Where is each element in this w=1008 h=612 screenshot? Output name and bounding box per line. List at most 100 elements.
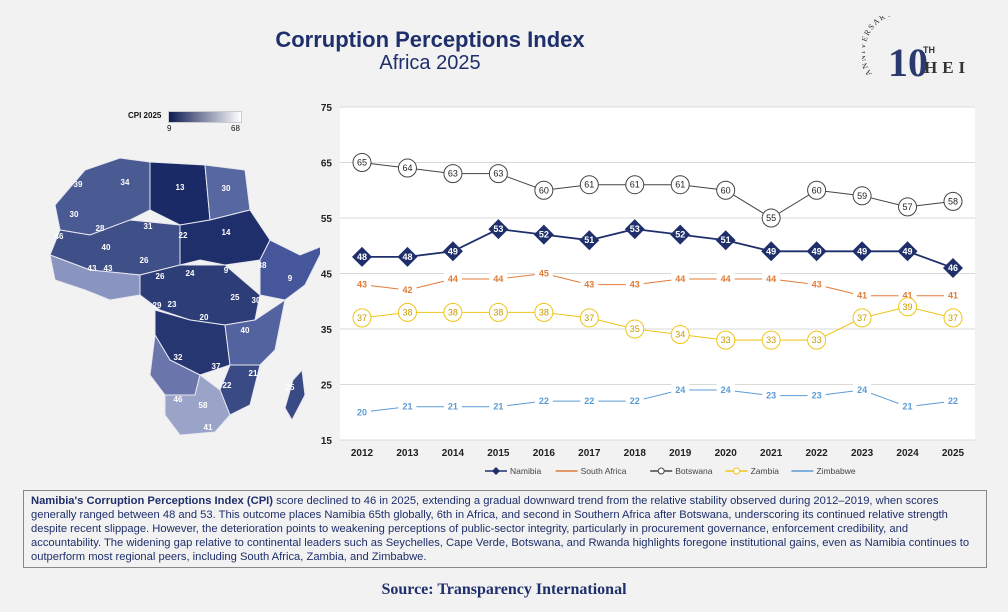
map-label: 39 bbox=[74, 180, 83, 189]
data-label: 53 bbox=[630, 224, 640, 234]
y-tick-label: 45 bbox=[321, 270, 333, 281]
y-tick-label: 25 bbox=[321, 381, 333, 392]
data-point bbox=[806, 241, 827, 262]
map-label: 46 bbox=[55, 232, 64, 241]
x-tick-label: 2019 bbox=[669, 448, 692, 459]
cpi-legend-max: 68 bbox=[231, 124, 240, 133]
data-point bbox=[853, 288, 872, 303]
data-label: 51 bbox=[721, 235, 731, 245]
data-label: 49 bbox=[448, 246, 458, 256]
data-point bbox=[943, 191, 963, 211]
data-point bbox=[716, 180, 736, 200]
data-point bbox=[944, 394, 962, 409]
cpi-legend-label: CPI 2025 bbox=[128, 111, 162, 120]
legend-item: Zambia bbox=[725, 466, 779, 476]
data-point bbox=[807, 180, 827, 200]
data-label: 45 bbox=[539, 269, 549, 279]
data-label: 22 bbox=[630, 396, 640, 406]
data-point bbox=[443, 272, 462, 287]
data-point bbox=[579, 230, 600, 251]
x-tick-label: 2015 bbox=[487, 448, 510, 459]
data-point bbox=[352, 246, 372, 267]
data-point bbox=[397, 158, 417, 178]
data-label: 37 bbox=[357, 313, 367, 323]
data-point bbox=[671, 383, 690, 398]
summary-box: Namibia's Corruption Perceptions Index (… bbox=[23, 490, 987, 568]
data-label: 57 bbox=[903, 202, 913, 212]
data-label: 24 bbox=[675, 385, 685, 395]
map-label: 37 bbox=[212, 362, 221, 371]
data-label: 21 bbox=[448, 402, 458, 412]
data-point bbox=[443, 164, 463, 184]
legend-item: South Africa bbox=[555, 466, 627, 476]
data-label: 63 bbox=[493, 169, 503, 179]
data-point bbox=[580, 277, 599, 292]
data-label: 37 bbox=[857, 313, 867, 323]
legend-label: Zimbabwe bbox=[816, 466, 855, 476]
data-label: 20 bbox=[357, 407, 367, 417]
data-label: 49 bbox=[857, 246, 867, 256]
data-point bbox=[534, 180, 554, 200]
data-label: 38 bbox=[402, 307, 412, 317]
y-tick-label: 35 bbox=[321, 325, 333, 336]
data-point bbox=[898, 297, 918, 317]
data-point bbox=[625, 319, 645, 339]
data-label: 33 bbox=[721, 335, 731, 345]
data-point bbox=[352, 153, 372, 172]
data-label: 41 bbox=[903, 291, 913, 301]
data-label: 49 bbox=[903, 246, 913, 256]
data-label: 58 bbox=[948, 196, 958, 206]
data-point bbox=[579, 308, 599, 328]
data-label: 22 bbox=[539, 396, 549, 406]
map-region-mozambique bbox=[219, 364, 261, 416]
data-label: 41 bbox=[857, 291, 867, 301]
map-region-horn bbox=[259, 239, 320, 301]
map-label: 21 bbox=[249, 369, 258, 378]
data-point bbox=[715, 230, 736, 251]
map-label: 20 bbox=[200, 313, 209, 322]
data-point bbox=[898, 399, 917, 414]
data-point bbox=[488, 302, 508, 322]
data-label: 60 bbox=[539, 185, 549, 195]
map-label: 32 bbox=[174, 353, 183, 362]
data-label: 33 bbox=[812, 335, 822, 345]
map-label: 22 bbox=[179, 231, 188, 240]
data-label: 38 bbox=[493, 307, 503, 317]
map-label: 26 bbox=[140, 256, 149, 265]
logo-name: HEI bbox=[924, 58, 970, 77]
map-label: 30 bbox=[252, 296, 261, 305]
data-label: 37 bbox=[584, 313, 594, 323]
x-tick-label: 2025 bbox=[942, 448, 965, 459]
data-label: 39 bbox=[903, 302, 913, 312]
legend-label: South Africa bbox=[581, 466, 627, 476]
data-point bbox=[670, 325, 690, 345]
map-label: 25 bbox=[231, 293, 240, 302]
data-label: 65 bbox=[357, 158, 367, 168]
data-point bbox=[670, 224, 691, 245]
data-label: 49 bbox=[812, 246, 822, 256]
data-label: 44 bbox=[721, 274, 731, 284]
map-label: 25 bbox=[286, 383, 295, 392]
data-label: 38 bbox=[448, 307, 458, 317]
map-label: 41 bbox=[204, 423, 213, 432]
logo-suffix: TH bbox=[923, 45, 935, 55]
y-tick-label: 55 bbox=[321, 214, 333, 225]
legend-marker bbox=[492, 467, 500, 475]
data-point bbox=[807, 330, 827, 350]
data-point bbox=[488, 219, 509, 240]
data-label: 44 bbox=[766, 274, 776, 284]
map-region-west-coast bbox=[49, 254, 141, 301]
data-label: 23 bbox=[812, 391, 822, 401]
data-label: 64 bbox=[402, 163, 412, 173]
data-point bbox=[397, 302, 417, 322]
data-point bbox=[443, 399, 462, 414]
data-point bbox=[353, 277, 371, 292]
data-point bbox=[852, 186, 872, 206]
data-label: 59 bbox=[857, 191, 867, 201]
data-point bbox=[716, 330, 736, 350]
africa-cpi-map: 39 34 13 30 30 28 31 22 14 46 40 26 43 43 24 9 38 9 26 29 23… bbox=[49, 157, 320, 436]
cpi-gradient-bar bbox=[168, 111, 242, 123]
legend-marker bbox=[657, 467, 665, 475]
data-point bbox=[943, 308, 963, 328]
legend-label: Namibia bbox=[510, 466, 541, 476]
